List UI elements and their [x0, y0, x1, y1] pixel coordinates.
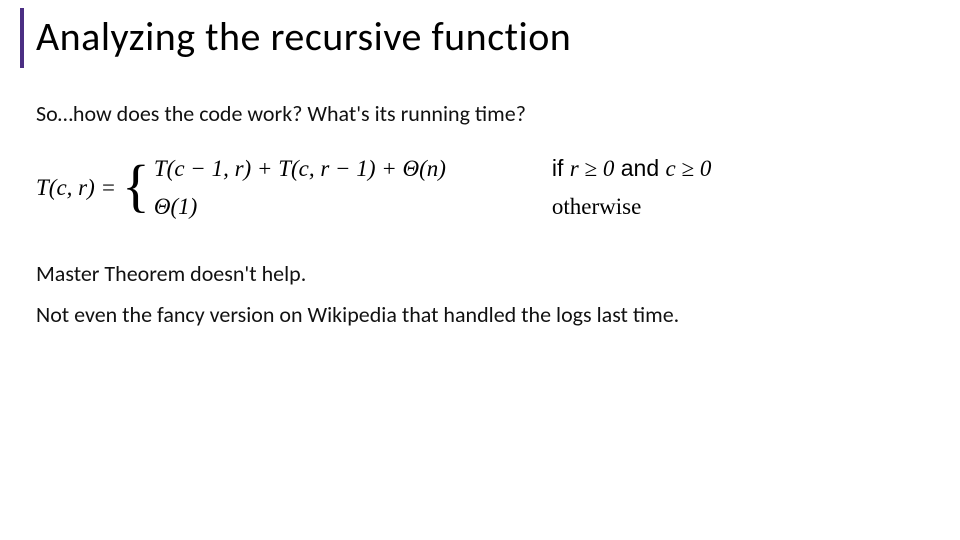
case2-condition: otherwise [534, 194, 641, 220]
paragraph-2: Not even the fancy version on Wikipedia … [36, 301, 924, 328]
recurrence-case-2: Θ(1) otherwise [154, 194, 711, 220]
case1-expression: T(c − 1, r) + T(c, r − 1) + Θ(n) [154, 156, 534, 182]
intro-text: So…how does the code work? What's its ru… [36, 100, 924, 127]
case1-if-word: if [552, 155, 570, 181]
recurrence-cases: T(c − 1, r) + T(c, r − 1) + Θ(n) if r ≥ … [154, 155, 711, 220]
slide-title: Analyzing the recursive function [36, 12, 571, 61]
case1-condition: if r ≥ 0 and c ≥ 0 [534, 155, 711, 182]
slide-body: So…how does the code work? What's its ru… [36, 100, 924, 328]
case1-cond-r: r ≥ 0 [570, 156, 615, 181]
case2-expression: Θ(1) [154, 194, 534, 220]
slide: Analyzing the recursive function So…how … [0, 0, 960, 540]
title-accent-bar [20, 8, 24, 68]
recurrence-lhs: T(c, r) = [36, 175, 122, 201]
recurrence-definition: T(c, r) = { T(c − 1, r) + T(c, r − 1) + … [36, 155, 924, 220]
recurrence-case-1: T(c − 1, r) + T(c, r − 1) + Θ(n) if r ≥ … [154, 155, 711, 182]
brace-icon: { [122, 157, 154, 215]
case1-and-word: and [614, 155, 665, 181]
paragraph-1: Master Theorem doesn't help. [36, 260, 924, 287]
case1-cond-c: c ≥ 0 [666, 156, 712, 181]
